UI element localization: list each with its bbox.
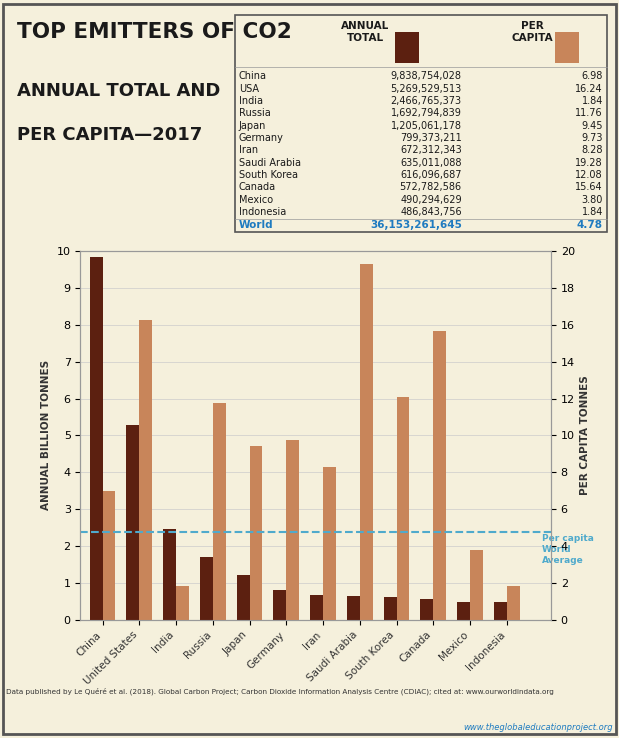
- Text: 6.98: 6.98: [581, 72, 603, 81]
- Bar: [384, 597, 397, 620]
- Bar: [287, 441, 299, 620]
- Text: World: World: [239, 220, 274, 230]
- Bar: [470, 550, 483, 620]
- Text: 1.84: 1.84: [581, 207, 603, 217]
- Text: 1.84: 1.84: [581, 96, 603, 106]
- Bar: [90, 257, 103, 620]
- Text: 486,843,756: 486,843,756: [400, 207, 462, 217]
- Bar: [457, 601, 470, 620]
- Text: Data published by Le Quéré et al. (2018). Global Carbon Project; Carbon Dioxide : Data published by Le Quéré et al. (2018)…: [6, 687, 554, 694]
- Bar: [126, 426, 139, 620]
- Text: ANNUAL TOTAL AND: ANNUAL TOTAL AND: [17, 82, 220, 100]
- Bar: [200, 557, 213, 620]
- Bar: [236, 576, 249, 620]
- Text: 490,294,629: 490,294,629: [400, 195, 462, 204]
- Text: TOP EMITTERS OF CO2: TOP EMITTERS OF CO2: [17, 22, 292, 43]
- Text: 5,269,529,513: 5,269,529,513: [391, 83, 462, 94]
- Text: 16.24: 16.24: [575, 83, 603, 94]
- Bar: [323, 467, 336, 620]
- Text: 19.28: 19.28: [575, 158, 603, 168]
- Bar: [360, 264, 373, 620]
- Bar: [310, 595, 323, 620]
- Text: Saudi Arabia: Saudi Arabia: [239, 158, 301, 168]
- Text: PER
CAPITA: PER CAPITA: [511, 21, 553, 43]
- Text: 572,782,586: 572,782,586: [400, 182, 462, 193]
- Text: PER CAPITA—2017: PER CAPITA—2017: [17, 126, 202, 144]
- Y-axis label: ANNUAL BILLION TONNES: ANNUAL BILLION TONNES: [41, 360, 51, 511]
- Text: Canada: Canada: [239, 182, 276, 193]
- Bar: [555, 32, 579, 63]
- Text: 2,466,765,373: 2,466,765,373: [391, 96, 462, 106]
- Bar: [103, 492, 115, 620]
- Bar: [494, 602, 507, 620]
- Text: China: China: [239, 72, 267, 81]
- Text: 11.76: 11.76: [575, 108, 603, 118]
- Bar: [433, 331, 446, 620]
- Bar: [395, 32, 419, 63]
- Bar: [176, 586, 189, 620]
- Text: Per capita
World
Average: Per capita World Average: [542, 534, 594, 565]
- Text: USA: USA: [239, 83, 259, 94]
- Text: Indonesia: Indonesia: [239, 207, 286, 217]
- Text: South Korea: South Korea: [239, 170, 298, 180]
- Text: Mexico: Mexico: [239, 195, 273, 204]
- Text: 1,692,794,839: 1,692,794,839: [391, 108, 462, 118]
- Text: ANNUAL
TOTAL: ANNUAL TOTAL: [341, 21, 389, 43]
- Text: 672,312,343: 672,312,343: [400, 145, 462, 156]
- Y-axis label: PER CAPITA TONNES: PER CAPITA TONNES: [581, 376, 591, 495]
- Bar: [163, 529, 176, 620]
- Bar: [249, 446, 262, 620]
- Text: 8.28: 8.28: [581, 145, 603, 156]
- Text: 9.45: 9.45: [581, 121, 603, 131]
- Text: 36,153,261,645: 36,153,261,645: [370, 220, 462, 230]
- Text: 15.64: 15.64: [575, 182, 603, 193]
- Bar: [213, 403, 226, 620]
- Text: 3.80: 3.80: [581, 195, 603, 204]
- Bar: [274, 590, 286, 620]
- Bar: [347, 596, 360, 620]
- Text: 799,373,211: 799,373,211: [400, 133, 462, 143]
- Bar: [507, 586, 520, 620]
- Text: India: India: [239, 96, 263, 106]
- Text: Iran: Iran: [239, 145, 258, 156]
- Text: 4.78: 4.78: [577, 220, 603, 230]
- Text: Germany: Germany: [239, 133, 284, 143]
- Text: Russia: Russia: [239, 108, 271, 118]
- Text: 9,838,754,028: 9,838,754,028: [391, 72, 462, 81]
- Text: www.theglobaleducationproject.org: www.theglobaleducationproject.org: [463, 723, 613, 731]
- Bar: [397, 397, 409, 620]
- Text: 616,096,687: 616,096,687: [400, 170, 462, 180]
- Text: 1,205,061,178: 1,205,061,178: [391, 121, 462, 131]
- Bar: [139, 320, 152, 620]
- Text: 635,011,088: 635,011,088: [400, 158, 462, 168]
- Bar: [420, 599, 433, 620]
- Text: Japan: Japan: [239, 121, 266, 131]
- Text: 12.08: 12.08: [575, 170, 603, 180]
- Text: 9.73: 9.73: [581, 133, 603, 143]
